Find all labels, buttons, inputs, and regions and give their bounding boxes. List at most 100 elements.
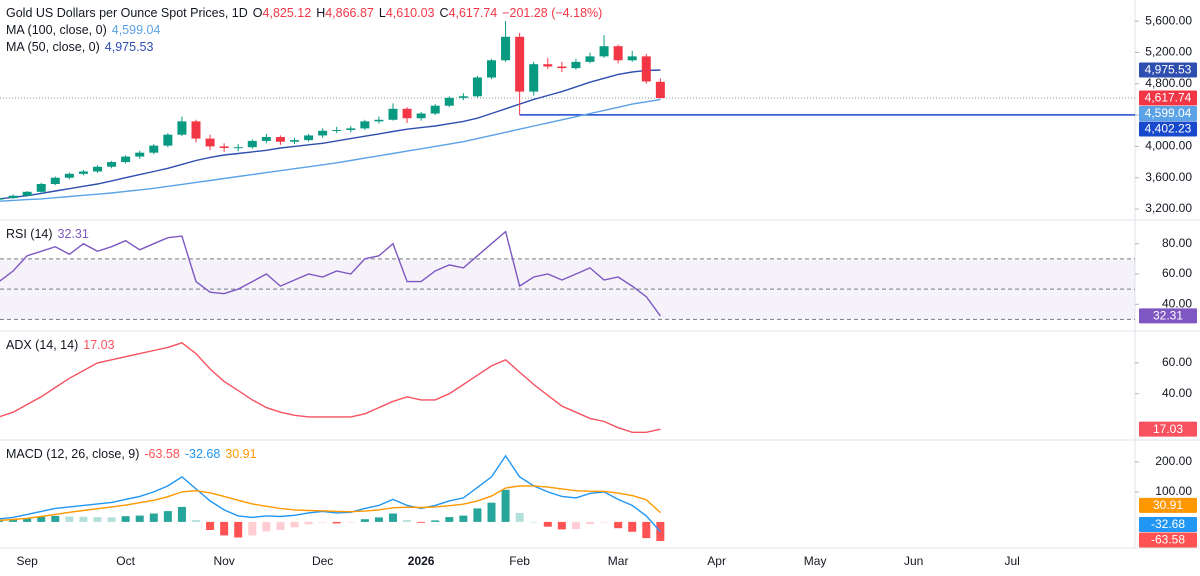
y-tick-label: 80.00 [1162,236,1192,250]
x-tick-label: Feb [509,554,530,568]
value-box-label: 17.03 [1153,422,1183,436]
moving-average [0,98,661,202]
value-box [1139,62,1197,78]
candle-body [360,121,370,129]
y-tick-label: 60.00 [1162,266,1192,280]
legend-title: Gold US Dollars per Ounce Spot Prices, 1… [6,6,248,20]
value-box-label: 32.31 [1153,309,1183,323]
candle-body [529,64,539,92]
y-tick-label: 5,200.00 [1145,45,1192,59]
histogram-bar [586,521,594,524]
histogram-bar [473,508,482,522]
candle-body [641,56,651,82]
indicator-name: MA (50, close, 0) [6,40,100,54]
histogram-bar [177,506,186,522]
ohlc-value: 4,610.03 [385,6,435,20]
value-box [1139,106,1197,122]
y-tick-label: 4,800.00 [1145,76,1192,90]
candle-body [78,171,88,174]
histogram-bar [501,489,510,522]
candle-body [430,105,440,114]
histogram-bar [614,521,623,529]
histogram-bar [149,513,158,522]
histogram-bar [23,518,32,522]
histogram-bar [571,521,580,530]
ohlc-prefix: C [439,6,449,20]
value-box [1139,421,1197,437]
candle-body [205,138,215,147]
candle-body [627,56,637,61]
candle-body [501,36,511,61]
histogram-bar [262,521,271,532]
y-tick-label: 200.00 [1155,454,1192,468]
legend: Gold US Dollars per Ounce Spot Prices, 1… [6,5,607,56]
candle-body [402,108,412,119]
indicator-name: MA (100, close, 0) [6,23,107,37]
histogram-bar [600,521,609,523]
histogram-bar [487,502,496,522]
histogram-bar [389,513,397,522]
legend: MACD (12, 26, close, 9) -63.58 -32.68 30.91 [6,446,262,463]
moving-average [0,69,661,200]
x-tick-label: Jul [1004,554,1019,568]
candle-body [304,135,314,141]
candle-body [571,61,581,69]
candle-body [374,119,384,122]
candle-body [388,108,398,120]
legend: RSI (14) 32.31 [6,226,94,243]
legend-row: RSI (14) 32.31 [6,226,94,243]
candle-body [149,145,159,153]
candle-body [543,64,553,67]
candle-body [36,183,46,192]
ohlc-value: 4,617.74 [448,6,498,20]
x-tick-label: 2026 [408,554,435,568]
candle-body [275,137,285,142]
ohlc-prefix: L [378,6,386,20]
candle-body [22,191,32,196]
candle-body [444,97,454,106]
legend-title: MACD (12, 26, close, 9) [6,447,140,461]
candle-body [121,156,131,163]
candle-body [318,130,328,136]
value-box [1139,90,1197,106]
indicator-value: 4,599.04 [111,23,161,37]
indicator-line [0,230,661,317]
ohlc-prefix: O [252,6,263,20]
y-tick-label: 5,600.00 [1145,13,1192,27]
value-box [1139,532,1197,548]
histogram-bar [346,521,355,523]
histogram-bar [628,521,637,532]
y-tick-label: 100.00 [1155,484,1192,498]
value-box-label: 4,599.04 [1145,106,1192,120]
histogram-bar [431,520,440,522]
candle-body [8,195,18,199]
x-tick-label: Apr [707,554,726,568]
candle-body [247,140,257,148]
histogram-bar [65,516,74,522]
histogram-bar [403,520,412,522]
candle-body [346,128,356,130]
candle-body [515,36,525,92]
indicator-value: 17.03 [83,338,115,352]
indicator-value: 4,975.53 [104,40,154,54]
histogram-bar [220,521,229,536]
legend-row: MA (50, close, 0) 4,975.53 [6,39,607,56]
candle-body [487,60,496,78]
x-tick-label: Dec [312,554,333,568]
histogram-bar [248,521,257,536]
value-box [1139,517,1197,532]
y-tick-label: 3,200.00 [1145,201,1192,215]
legend-row: ADX (14, 14) 17.03 [6,337,120,354]
change-value: −201.28 (−4.18%) [502,6,603,20]
candle-body [261,137,271,141]
candle-body [458,96,468,98]
histogram-bar [360,519,369,522]
candle-body [191,121,201,139]
histogram-bar [543,521,552,527]
histogram-bar [163,511,172,522]
x-tick-label: Oct [116,554,135,568]
x-tick-label: Jun [904,554,923,568]
histogram-bar [51,515,60,522]
candle-body [135,152,145,157]
